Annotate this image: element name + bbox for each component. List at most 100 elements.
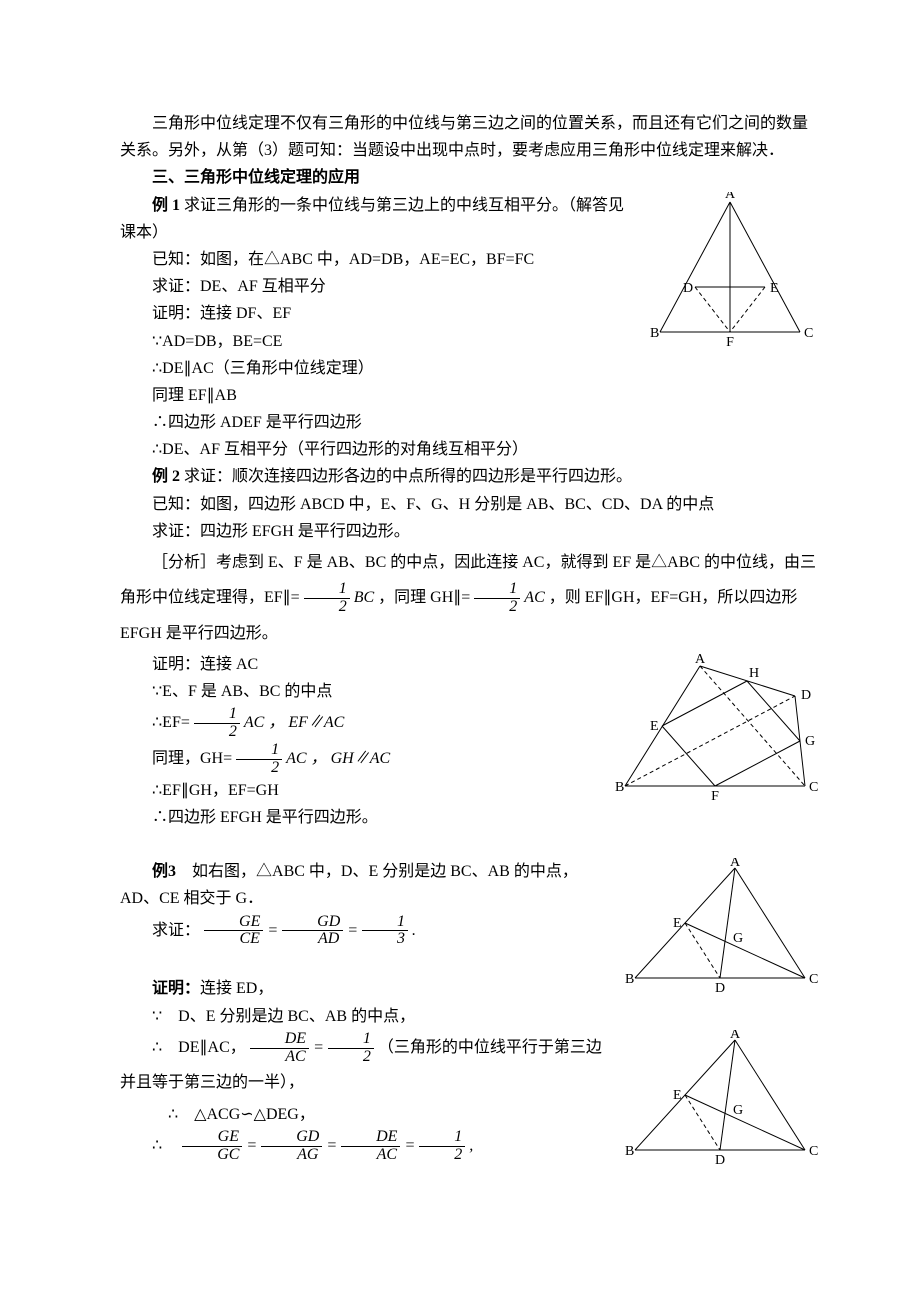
svg-text:A: A	[730, 858, 741, 870]
svg-text:C: C	[809, 780, 818, 795]
ex1-given: 已知：如图，在△ABC 中，AD=DB，AE=EC，BF=FC	[120, 246, 630, 273]
ex2-p5: ∴EF∥GH，EF=GH	[120, 777, 600, 804]
ex2-p3-pre: ∴EF=	[152, 714, 190, 731]
svg-text:B: B	[625, 972, 634, 987]
eq-5: =	[326, 1137, 341, 1154]
example-3-top: 例3 如右图，△ABC 中，D、E 分别是边 BC、AB 的中点，AD、CE 相…	[120, 858, 820, 1030]
example-3-bottom: ∴ DE∥AC， DEAC = 12 （三角形的中位线平行于第三边并且等于第三边…	[120, 1030, 820, 1165]
ex3-p4-pre: ∴	[152, 1137, 178, 1154]
svg-text:A: A	[695, 652, 706, 667]
svg-text:E: E	[770, 281, 779, 296]
svg-text:D: D	[683, 281, 693, 296]
ex2-given: 已知：如图，四边形 ABCD 中，E、F、G、H 分别是 AB、BC、CD、DA…	[120, 491, 820, 518]
frac-ge-gc: GEGC	[182, 1129, 242, 1164]
svg-text:A: A	[725, 192, 736, 202]
frac-one-half-2: 12	[419, 1129, 465, 1164]
ex2-label: 例 2	[152, 468, 180, 485]
ex3-figure-1: A B C D E G	[620, 858, 820, 993]
svg-text:C: C	[804, 326, 813, 341]
ex2-title: 例 2 求证：顺次连接四边形各边的中点所得的四边形是平行四边形。	[120, 463, 820, 490]
ex2-p6: ∴四边形 EFGH 是平行四边形。	[120, 804, 600, 831]
ex3-p3: ∴ △ACG∽△DEG，	[120, 1101, 610, 1128]
svg-text:F: F	[711, 789, 719, 804]
svg-text:A: A	[730, 1030, 741, 1042]
ex1-title-rest: 求证三角形的一条中位线与第三边上的中线互相平分。（解答见课本）	[120, 197, 624, 241]
svg-text:B: B	[615, 780, 624, 795]
half-frac-3: 12	[194, 706, 240, 741]
svg-text:C: C	[809, 1144, 818, 1159]
ex3-proof-rest: 连接 ED，	[200, 980, 273, 997]
svg-text:D: D	[715, 1153, 725, 1165]
svg-text:E: E	[650, 719, 659, 734]
ex1-proof-4: 同理 EF∥AB	[120, 382, 630, 409]
ex2-ac: AC	[524, 589, 544, 606]
svg-text:G: G	[805, 734, 815, 749]
ex1-proof-1: 证明：连接 DF、EF	[120, 300, 630, 327]
ex1-figure: A B C D E F	[640, 192, 820, 352]
ex3-req-label: 求证：	[152, 922, 200, 939]
frac-one-third: 13	[362, 914, 408, 949]
ex1-proof-2: ∵AD=DB，BE=CE	[120, 328, 630, 355]
ex2-p3-post: AC ， EF∥AC	[244, 714, 344, 731]
ex3-p4: ∴ GEGC = GDAG = DEAC = 12 ,	[120, 1128, 610, 1164]
ex2-p4: 同理，GH= 12 AC ， GH∥AC	[120, 741, 600, 777]
ex1-title: 例 1 求证三角形的一条中位线与第三边上的中线互相平分。（解答见课本）	[120, 192, 630, 246]
ex3-req: 求证： GECE = GDAD = 13 .	[120, 913, 610, 949]
ex3-p1: ∵ D、E 分别是边 BC、AB 的中点，	[120, 1003, 610, 1030]
ex2-title-rest: 求证：顺次连接四边形各边的中点所得的四边形是平行四边形。	[180, 468, 632, 485]
ex1-proof-3: ∴DE∥AC（三角形中位线定理）	[120, 355, 630, 382]
ex1-proof-6: ∴DE、AF 互相平分（平行四边形的对角线互相平分）	[120, 436, 630, 463]
svg-text:E: E	[673, 916, 682, 931]
ex3-p2: ∴ DE∥AC， DEAC = 12 （三角形的中位线平行于第三边并且等于第三边…	[120, 1030, 610, 1101]
svg-text:C: C	[809, 972, 818, 987]
frac-gd-ad: GDAD	[282, 914, 343, 949]
ex2-toprove: 求证：四边形 EFGH 是平行四边形。	[120, 518, 820, 545]
frac-ge-ce: GECE	[204, 914, 263, 949]
ex3-figure-2: A B C D E G	[620, 1030, 820, 1165]
ex2-p1: 证明：连接 AC	[120, 651, 600, 678]
frac-gd-ag: GDAG	[261, 1129, 322, 1164]
svg-text:D: D	[715, 981, 725, 993]
ex3-proof-label: 证明：	[152, 980, 200, 997]
ex3-p2-pre: ∴ DE∥AC，	[152, 1039, 246, 1056]
eq-4: =	[246, 1137, 261, 1154]
ex2-analysis-mid2: ，同理 GH∥=	[378, 589, 474, 606]
eq-2: =	[347, 922, 362, 939]
ex1-label: 例 1	[152, 197, 180, 214]
section-heading: 三、三角形中位线定理的应用	[120, 164, 820, 191]
ex2-p4-post: AC ， GH∥AC	[286, 750, 390, 767]
svg-text:B: B	[625, 1144, 634, 1159]
ex2-p4-pre: 同理，GH=	[152, 750, 232, 767]
ex3-title: 例3 如右图，△ABC 中，D、E 分别是边 BC、AB 的中点，AD、CE 相…	[120, 858, 610, 912]
svg-text:G: G	[733, 931, 743, 946]
ex3-label: 例3	[152, 863, 176, 880]
ex2-figure: A B C D E F G H	[610, 651, 820, 806]
svg-text:F: F	[726, 335, 734, 350]
example-1: 例 1 求证三角形的一条中位线与第三边上的中线互相平分。（解答见课本） 已知：如…	[120, 192, 820, 464]
frac-de-ac: DEAC	[250, 1031, 309, 1066]
half-frac-1: 12	[304, 581, 350, 616]
frac-one-half: 12	[328, 1031, 374, 1066]
ex1-proof-5: ∴四边形 ADEF 是平行四边形	[120, 409, 630, 436]
frac-de-ac-2: DEAC	[341, 1129, 400, 1164]
half-frac-2: 12	[474, 581, 520, 616]
comma-1: ,	[469, 1137, 473, 1154]
eq-1: =	[267, 922, 282, 939]
ex3-proof-head: 证明：连接 ED，	[120, 975, 610, 1002]
eq-3: =	[313, 1039, 328, 1056]
ex3-title-rest: 如右图，△ABC 中，D、E 分别是边 BC、AB 的中点，AD、CE 相交于 …	[120, 863, 578, 907]
svg-text:D: D	[801, 688, 811, 703]
svg-text:H: H	[749, 666, 759, 681]
svg-text:G: G	[733, 1103, 743, 1118]
ex2-bc: BC	[354, 589, 374, 606]
half-frac-4: 12	[236, 742, 282, 777]
eq-6: =	[404, 1137, 419, 1154]
example-2: 证明：连接 AC ∵E、F 是 AB、BC 的中点 ∴EF= 12 AC ， E…	[120, 651, 820, 831]
svg-text:B: B	[650, 326, 659, 341]
intro-paragraph: 三角形中位线定理不仅有三角形的中位线与第三边之间的位置关系，而且还有它们之间的数…	[120, 110, 820, 164]
ex2-p3: ∴EF= 12 AC ， EF∥AC	[120, 705, 600, 741]
period-1: .	[412, 922, 416, 939]
ex1-toprove: 求证：DE、AF 互相平分	[120, 273, 630, 300]
ex2-p2: ∵E、F 是 AB、BC 的中点	[120, 678, 600, 705]
svg-text:E: E	[673, 1088, 682, 1103]
